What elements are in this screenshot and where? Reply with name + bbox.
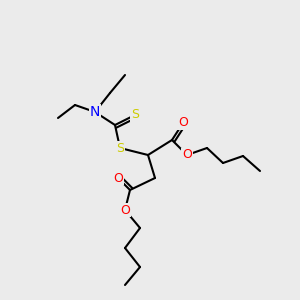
Text: S: S [131, 109, 139, 122]
Text: O: O [178, 116, 188, 130]
Text: O: O [120, 203, 130, 217]
Text: O: O [182, 148, 192, 161]
Text: S: S [116, 142, 124, 154]
Text: N: N [90, 105, 100, 119]
Text: O: O [113, 172, 123, 184]
